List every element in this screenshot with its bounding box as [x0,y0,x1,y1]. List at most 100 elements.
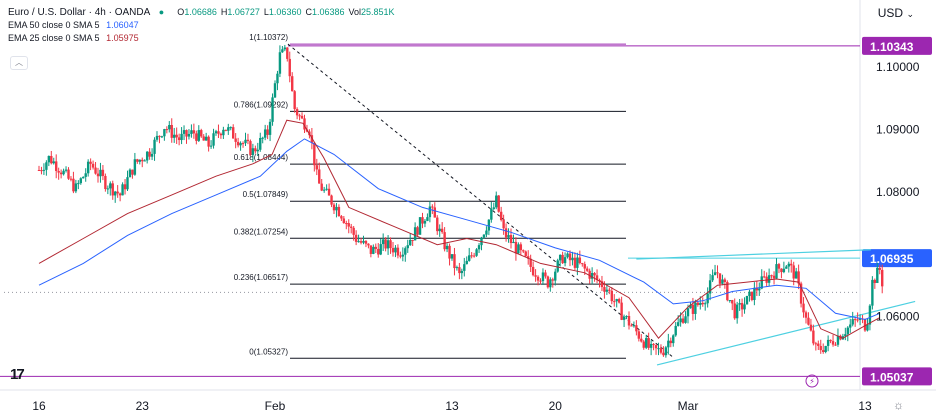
candle-body [834,344,837,346]
candle-body [369,245,373,254]
candle-body [824,345,827,353]
fib-trend-line [287,43,675,359]
candle-body [468,255,471,261]
currency-selector[interactable]: USD ⌄ [878,6,914,20]
lightning-icon: ⚡ [809,377,815,386]
candle-body [273,83,277,98]
ohlc-values: O1.06686 H1.06727 L1.06360 C1.06386 Vol25.85… [173,7,394,17]
legend-ema50-row[interactable]: EMA 50 close 0 SMA 5 1.06047 [8,19,395,32]
candle-body [576,257,579,268]
candle-body [794,271,798,279]
candle-body [62,170,65,175]
candle-body [753,287,756,300]
candle-body [536,276,540,281]
candle-body [615,299,618,302]
fib-level-label: 0.618(1.08444) [234,153,289,162]
candle-body [190,130,193,134]
candle-body [185,130,188,137]
candle-body [263,129,267,138]
candle-body [654,344,658,349]
candle-body [738,302,741,305]
fib-level-label: 0(1.05327) [249,347,288,356]
candle-body [539,280,542,282]
candle-body [770,275,773,277]
candle-body [465,260,468,265]
candle-body [595,275,599,280]
candle-body [288,58,291,77]
candle-body [497,195,500,212]
candle-body [527,256,530,259]
price-tick-label: 1.10000 [876,60,920,74]
candle-body [202,136,205,141]
candle-body [871,279,874,306]
candle-body [625,315,628,317]
candle-body [881,269,884,287]
candle-body [94,167,97,174]
legend-collapse-button[interactable]: ︿ [10,56,28,70]
candle-body [448,245,451,259]
candle-body [529,258,532,267]
candle-body [438,228,441,232]
candle-body [249,141,252,155]
candle-body [55,161,58,171]
candle-body [649,343,653,348]
candle-body [74,183,78,192]
candle-body [367,243,370,246]
settings-gear-icon[interactable]: ☼ [893,398,904,412]
candle-body [531,266,535,276]
ohlc-label-l: L [263,7,269,17]
candle-body [123,184,127,190]
candle-body [809,324,813,331]
ohlc-value-c: 1.06386 [311,7,345,17]
candle-body [632,325,636,327]
candle-body [187,133,191,137]
candle-body [482,234,486,238]
candle-body [37,170,41,172]
candle-body [379,244,382,255]
candle-body [266,129,269,135]
candle-body [106,188,110,190]
candle-body [733,303,736,319]
candle-body [694,302,697,314]
candle-body [878,267,881,270]
candle-body [116,191,119,194]
tradingview-logo-icon[interactable]: 17 [10,366,25,383]
candle-body [748,291,751,297]
candle-body [391,247,395,253]
candle-body [313,142,316,166]
candle-body [291,76,294,92]
symbol-title[interactable]: Euro / U.S. Dollar · 4h · OANDA [8,7,151,18]
candle-body [148,151,151,157]
candle-body [251,148,255,155]
candle-body [723,279,727,282]
candle-body [755,287,759,291]
candle-body [204,136,208,141]
time-tick-label: 13 [445,399,459,413]
candle-body [790,263,793,266]
candle-body [463,264,466,271]
price-badge [862,249,932,268]
candle-body [558,254,562,261]
candle-body [657,348,660,350]
horizontal-levels: 1.10343 1.06935 1.05037 [0,36,932,386]
candle-body [52,161,55,164]
fib-level-label: 1(1.10372) [249,33,288,42]
legend-ema25-row[interactable]: EMA 25 close 0 SMA 5 1.05975 [8,32,395,45]
ohlc-label-o: O [177,7,185,17]
price-badge [862,367,932,386]
candle-body [578,257,582,264]
candle-body [212,133,215,146]
candle-body [590,273,594,279]
candle-body [318,169,321,184]
candle-body [418,217,422,235]
candle-body [322,189,326,191]
candle-body [622,316,626,320]
candle-body [158,135,161,137]
candle-body [647,338,650,348]
candle-body [421,217,424,224]
candle-body [767,275,771,283]
candle-body [131,169,134,175]
candle-body [588,270,591,279]
candle-body [777,264,781,269]
